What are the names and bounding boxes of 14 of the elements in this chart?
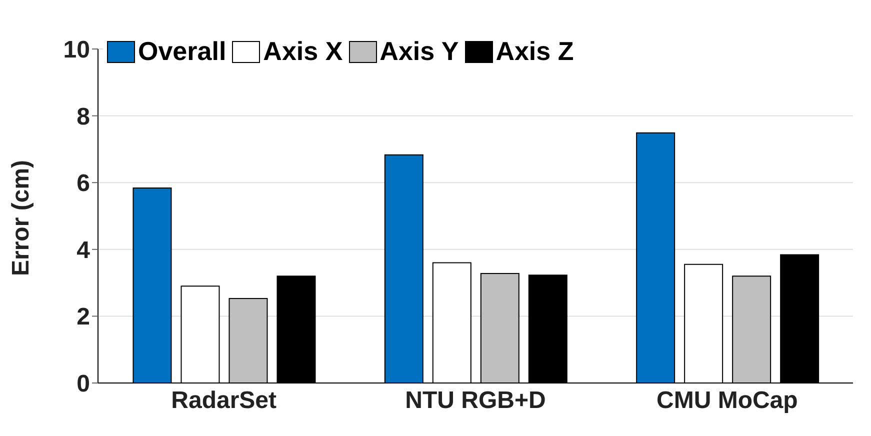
y-tick-label: 8 <box>76 103 90 130</box>
legend-label: Overall <box>137 36 226 67</box>
x-tick-label: RadarSet <box>171 387 277 414</box>
y-axis-title: Error (cm) <box>8 160 35 276</box>
x-tick-label: CMU MoCap <box>656 387 798 414</box>
x-tick-label: NTU RGB+D <box>405 387 546 414</box>
legend-label: Axis Z <box>494 36 574 67</box>
legend-label: Axis Y <box>378 36 459 67</box>
y-tick-label: 6 <box>76 170 90 198</box>
y-tick-label: 0 <box>76 370 90 398</box>
y-tick-label: 2 <box>76 304 90 331</box>
y-tick-label: 10 <box>63 36 90 64</box>
legend-label: Axis X <box>262 36 343 67</box>
y-tick-label: 4 <box>76 236 91 264</box>
